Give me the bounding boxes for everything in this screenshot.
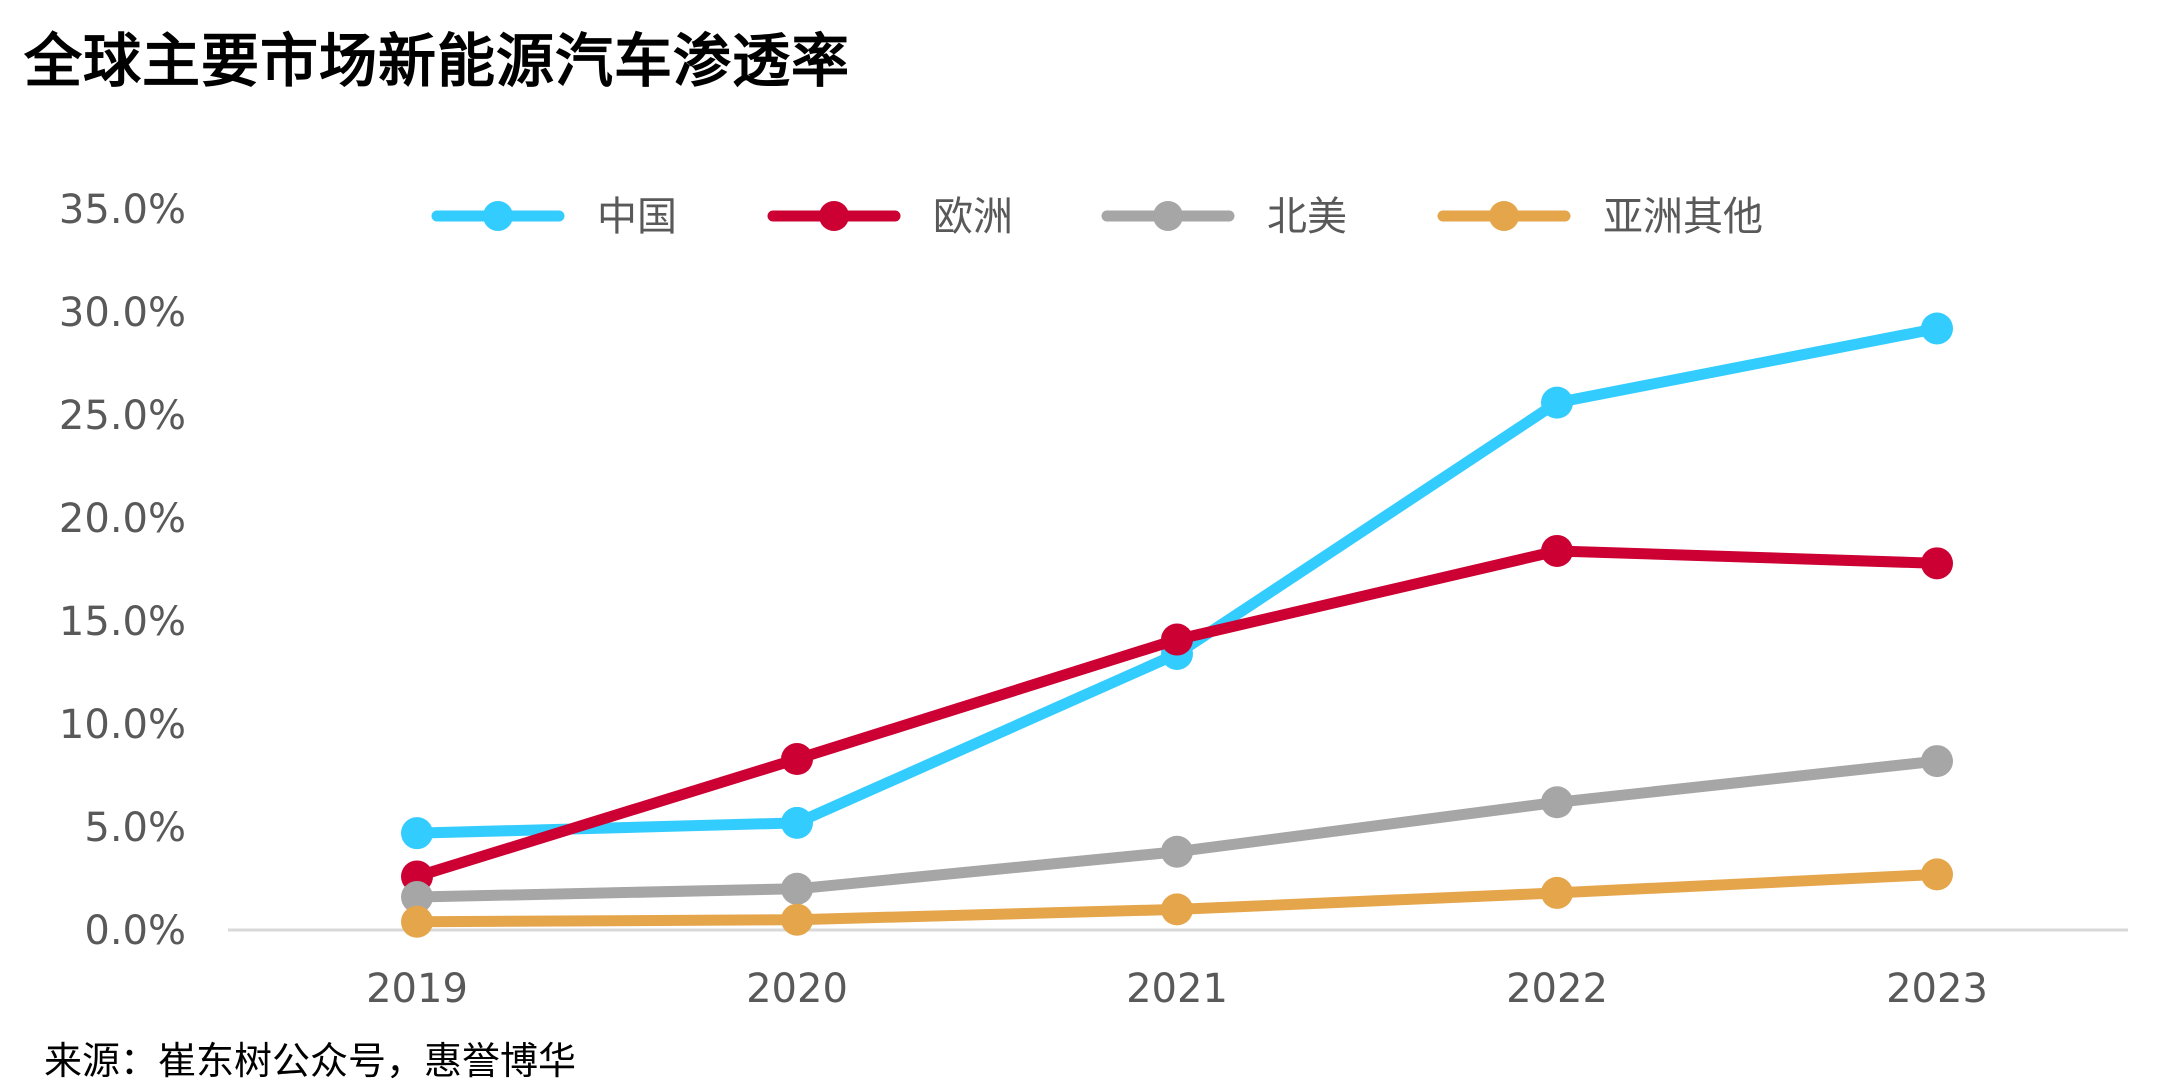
legend-label: 中国 xyxy=(597,194,677,240)
legend-item: 欧洲 xyxy=(767,194,1013,240)
x-tick-label: 2021 xyxy=(1126,966,1228,1012)
series-lines xyxy=(401,312,1953,938)
y-axis: 0.0% 5.0% 10.0% 15.0% 20.0% 25.0% 30.0% 35.0% xyxy=(59,187,186,954)
legend: 中国 欧洲 北美 亚洲其他 xyxy=(431,194,1763,240)
series-3 xyxy=(401,858,1953,938)
series-2 xyxy=(401,745,1953,914)
data-point xyxy=(781,806,813,839)
data-point xyxy=(1921,858,1953,891)
x-tick-label: 2022 xyxy=(1506,966,1608,1012)
line-chart: 0.0% 5.0% 10.0% 15.0% 20.0% 25.0% 30.0% 35.0% 2… xyxy=(59,187,2128,1012)
y-tick-label: 30.0% xyxy=(59,290,186,336)
x-tick-label: 2020 xyxy=(746,966,848,1012)
y-tick-label: 20.0% xyxy=(59,496,186,542)
legend-swatch-marker xyxy=(1153,201,1183,231)
legend-swatch-marker xyxy=(819,201,849,231)
legend-label: 北美 xyxy=(1267,194,1347,240)
data-point xyxy=(1541,876,1573,909)
data-point xyxy=(1161,623,1193,656)
y-tick-label: 0.0% xyxy=(84,908,186,954)
y-tick-label: 10.0% xyxy=(59,702,186,748)
data-point xyxy=(781,903,813,936)
legend-swatch-marker xyxy=(483,201,513,231)
y-tick-label: 25.0% xyxy=(59,393,186,439)
data-point xyxy=(1541,534,1573,567)
data-point xyxy=(1921,745,1953,778)
data-point xyxy=(1161,893,1193,926)
data-point xyxy=(1921,547,1953,580)
legend-label: 亚洲其他 xyxy=(1603,194,1763,240)
y-tick-label: 15.0% xyxy=(59,599,186,645)
data-point xyxy=(401,881,433,914)
chart-title: 全球主要市场新能源汽车渗透率 xyxy=(24,27,851,95)
data-point xyxy=(401,817,433,850)
y-tick-label: 35.0% xyxy=(59,187,186,233)
legend-swatch-marker xyxy=(1489,201,1519,231)
data-point xyxy=(1921,312,1953,345)
data-point xyxy=(781,743,813,776)
y-tick-label: 5.0% xyxy=(84,805,186,851)
data-point xyxy=(1541,386,1573,419)
x-tick-label: 2019 xyxy=(366,966,468,1012)
series-1 xyxy=(401,534,1953,893)
series-0 xyxy=(401,312,1953,850)
x-tick-label: 2023 xyxy=(1886,966,1988,1012)
series-line xyxy=(411,322,1943,839)
legend-item: 亚洲其他 xyxy=(1437,194,1763,240)
source-note: 来源：崔东树公众号，惠誉博华 xyxy=(44,1039,577,1083)
data-point xyxy=(401,905,433,938)
data-point xyxy=(781,872,813,905)
legend-item: 中国 xyxy=(431,194,677,240)
data-point xyxy=(1541,786,1573,819)
data-point xyxy=(1161,835,1193,868)
x-axis: 2019 2020 2021 2022 2023 xyxy=(228,928,2128,1012)
legend-item: 北美 xyxy=(1101,194,1347,240)
legend-label: 欧洲 xyxy=(933,194,1013,240)
